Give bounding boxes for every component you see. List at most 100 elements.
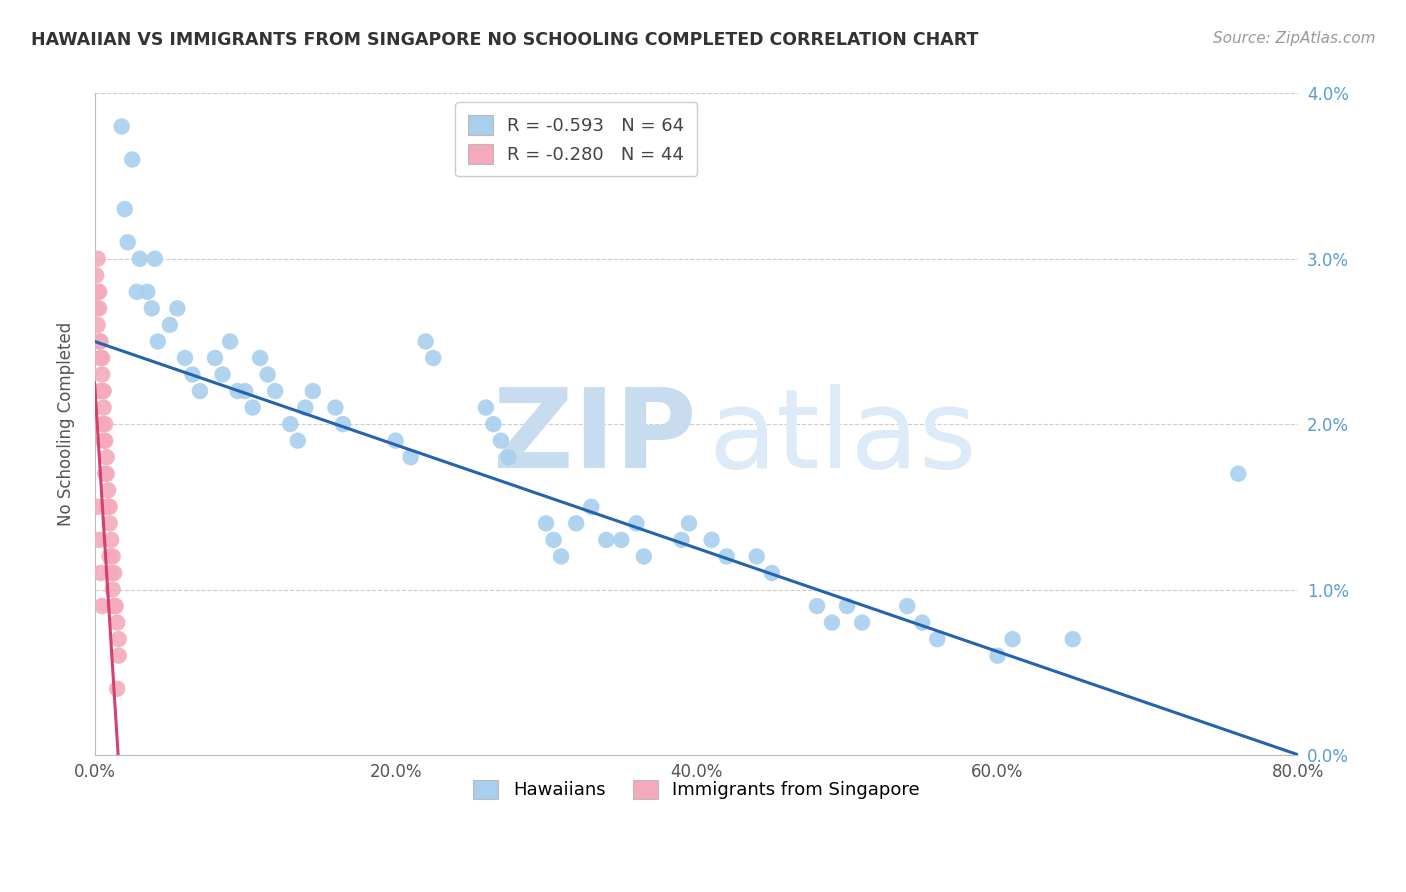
Point bbox=[90, 334, 112, 349]
Point bbox=[107, 648, 129, 663]
Point bbox=[610, 533, 633, 547]
Point bbox=[100, 533, 122, 547]
Point bbox=[1227, 467, 1250, 481]
Point bbox=[100, 566, 122, 580]
Point bbox=[835, 599, 858, 613]
Point bbox=[105, 615, 128, 630]
Point bbox=[86, 500, 108, 514]
Text: Source: ZipAtlas.com: Source: ZipAtlas.com bbox=[1212, 31, 1375, 46]
Point bbox=[249, 351, 271, 365]
Point bbox=[94, 467, 117, 481]
Point bbox=[117, 235, 139, 250]
Point bbox=[94, 434, 117, 448]
Point bbox=[242, 401, 264, 415]
Point bbox=[181, 368, 204, 382]
Point bbox=[1001, 632, 1024, 647]
Point bbox=[415, 334, 437, 349]
Point bbox=[301, 384, 323, 398]
Point bbox=[287, 434, 309, 448]
Point bbox=[911, 615, 934, 630]
Point bbox=[90, 566, 112, 580]
Point bbox=[534, 516, 557, 531]
Point bbox=[384, 434, 406, 448]
Point bbox=[90, 351, 112, 365]
Point bbox=[896, 599, 918, 613]
Text: atlas: atlas bbox=[709, 384, 977, 491]
Point bbox=[121, 153, 143, 167]
Point bbox=[89, 334, 111, 349]
Point bbox=[104, 599, 127, 613]
Point bbox=[101, 582, 124, 597]
Point bbox=[188, 384, 211, 398]
Point bbox=[105, 681, 128, 696]
Point bbox=[422, 351, 444, 365]
Point bbox=[136, 285, 159, 299]
Point bbox=[89, 301, 111, 316]
Point bbox=[97, 500, 120, 514]
Point bbox=[986, 648, 1008, 663]
Point bbox=[94, 417, 117, 431]
Point bbox=[278, 417, 301, 431]
Point bbox=[89, 285, 111, 299]
Point bbox=[294, 401, 316, 415]
Point bbox=[98, 516, 121, 531]
Point bbox=[565, 516, 588, 531]
Point bbox=[475, 401, 498, 415]
Point bbox=[128, 252, 150, 266]
Point bbox=[633, 549, 655, 564]
Point bbox=[678, 516, 700, 531]
Point bbox=[91, 599, 114, 613]
Point bbox=[204, 351, 226, 365]
Text: ZIP: ZIP bbox=[494, 384, 696, 491]
Point bbox=[498, 450, 520, 465]
Point bbox=[146, 334, 169, 349]
Point bbox=[103, 599, 125, 613]
Y-axis label: No Schooling Completed: No Schooling Completed bbox=[58, 322, 75, 526]
Point bbox=[97, 483, 120, 498]
Point bbox=[700, 533, 723, 547]
Text: HAWAIIAN VS IMMIGRANTS FROM SINGAPORE NO SCHOOLING COMPLETED CORRELATION CHART: HAWAIIAN VS IMMIGRANTS FROM SINGAPORE NO… bbox=[31, 31, 979, 49]
Point bbox=[927, 632, 949, 647]
Point bbox=[93, 401, 115, 415]
Point bbox=[166, 301, 188, 316]
Point bbox=[93, 384, 115, 398]
Point bbox=[745, 549, 768, 564]
Point bbox=[90, 384, 112, 398]
Point bbox=[550, 549, 572, 564]
Point bbox=[98, 500, 121, 514]
Point bbox=[143, 252, 166, 266]
Point bbox=[671, 533, 693, 547]
Point bbox=[96, 450, 118, 465]
Point bbox=[91, 384, 114, 398]
Point bbox=[543, 533, 565, 547]
Point bbox=[96, 467, 118, 481]
Point bbox=[107, 632, 129, 647]
Point bbox=[233, 384, 256, 398]
Point bbox=[482, 417, 505, 431]
Point bbox=[806, 599, 828, 613]
Point bbox=[1062, 632, 1084, 647]
Point bbox=[264, 384, 287, 398]
Point bbox=[93, 434, 115, 448]
Point bbox=[219, 334, 242, 349]
Point bbox=[851, 615, 873, 630]
Point bbox=[595, 533, 617, 547]
Point bbox=[821, 615, 844, 630]
Point bbox=[114, 202, 136, 216]
Point bbox=[332, 417, 354, 431]
Point bbox=[89, 533, 111, 547]
Point bbox=[101, 549, 124, 564]
Point bbox=[91, 417, 114, 431]
Point bbox=[111, 120, 134, 134]
Point bbox=[125, 285, 148, 299]
Point bbox=[86, 318, 108, 332]
Point bbox=[141, 301, 163, 316]
Point bbox=[226, 384, 249, 398]
Point bbox=[103, 566, 125, 580]
Point bbox=[325, 401, 347, 415]
Point bbox=[761, 566, 783, 580]
Point bbox=[86, 252, 108, 266]
Point bbox=[174, 351, 197, 365]
Point bbox=[84, 268, 107, 283]
Point bbox=[91, 368, 114, 382]
